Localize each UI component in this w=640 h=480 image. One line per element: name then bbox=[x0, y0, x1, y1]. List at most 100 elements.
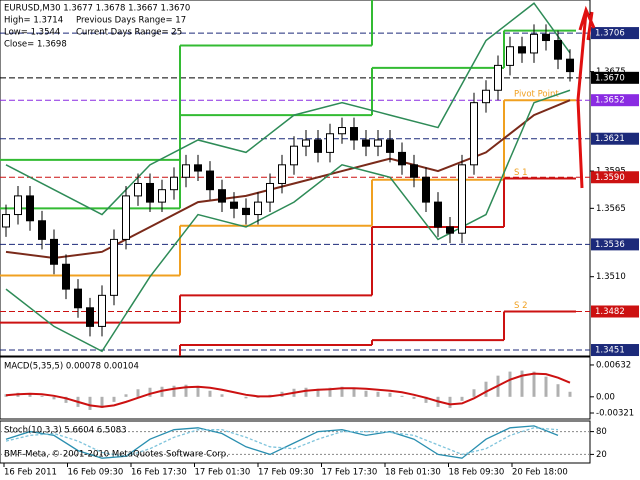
level-box bbox=[591, 132, 639, 145]
macd-bar bbox=[388, 392, 392, 397]
info-high: High= 1.3714 bbox=[4, 16, 63, 26]
indicator-line bbox=[5, 89, 571, 353]
macd-bar bbox=[364, 390, 368, 397]
macd-bar bbox=[484, 381, 488, 397]
macd-bar bbox=[196, 386, 200, 397]
x-tick-label: 16 Feb 09:30 bbox=[68, 468, 124, 478]
candle-body bbox=[350, 127, 358, 141]
stoch-title: Stoch(10,3,3) 5.6604 6.5083 bbox=[4, 426, 127, 436]
level-box bbox=[591, 27, 639, 40]
macd-plot bbox=[4, 370, 572, 410]
candle-body bbox=[134, 182, 142, 197]
macd-bar bbox=[88, 396, 92, 410]
level-label: 1.3536 bbox=[595, 240, 625, 250]
candle-body bbox=[194, 164, 202, 172]
macd-title: MACD(5,35,5) 0.00078 0.00104 bbox=[4, 362, 139, 372]
info-low: Low= 1.3544 bbox=[4, 28, 60, 38]
candle-body bbox=[158, 189, 166, 203]
candle-body bbox=[470, 102, 478, 166]
macd-bar bbox=[52, 396, 56, 400]
x-tick-label: 16 Feb 2011 bbox=[4, 468, 57, 478]
candle-body bbox=[62, 263, 70, 290]
candle-body bbox=[314, 139, 322, 153]
macd-bar bbox=[124, 394, 128, 397]
macd-bar bbox=[256, 396, 260, 398]
candle-body bbox=[302, 139, 310, 147]
macd-bar bbox=[520, 370, 524, 397]
macd-bar bbox=[448, 396, 452, 408]
level-label: 1.3590 bbox=[595, 173, 625, 183]
candle-body bbox=[482, 89, 490, 104]
pivot-label: S 2 bbox=[514, 301, 528, 311]
x-tick-label: 17 Feb 17:30 bbox=[322, 468, 378, 478]
x-tick-label: 16 Feb 17:30 bbox=[131, 468, 187, 478]
macd-bar bbox=[400, 395, 404, 397]
footer: BMF-Meta, © 2001-2010 MetaQuotes Softwar… bbox=[4, 450, 229, 460]
level-label: 1.3706 bbox=[595, 29, 625, 39]
macd-bar bbox=[4, 394, 8, 397]
macd-bar bbox=[568, 391, 572, 397]
candle-body bbox=[266, 182, 274, 203]
price-plot: Pivot Point S 1 S 2 bbox=[0, 0, 590, 356]
candle-body bbox=[554, 40, 562, 60]
candle-body bbox=[542, 33, 550, 42]
candle-body bbox=[14, 195, 22, 216]
x-tick-label: 18 Feb 01:30 bbox=[385, 468, 441, 478]
candle-body bbox=[530, 33, 538, 54]
level-label: 1.3670 bbox=[595, 73, 625, 83]
candle-body bbox=[434, 201, 442, 228]
macd-bar bbox=[220, 394, 224, 397]
y-tick-label: 0.00 bbox=[596, 392, 615, 402]
macd-bar bbox=[136, 389, 140, 397]
level-box bbox=[591, 238, 639, 251]
macd-bar bbox=[316, 388, 320, 397]
candle-body bbox=[182, 164, 190, 178]
level-label: 1.3652 bbox=[595, 96, 625, 106]
candle-body bbox=[230, 201, 238, 209]
level-box bbox=[591, 344, 639, 357]
candle-body bbox=[86, 307, 94, 327]
level-box bbox=[591, 171, 639, 184]
level-label: 1.3621 bbox=[595, 134, 625, 144]
candle-body bbox=[26, 195, 34, 222]
macd-bar bbox=[412, 396, 416, 399]
macd-bar bbox=[100, 396, 104, 408]
macd-bar bbox=[28, 393, 32, 397]
candle-body bbox=[254, 201, 262, 216]
candle-body bbox=[98, 294, 106, 327]
candle-body bbox=[446, 226, 454, 234]
stoch-line bbox=[5, 425, 559, 459]
y-tick-label: 1.3510 bbox=[596, 272, 626, 282]
macd-bar bbox=[172, 385, 176, 397]
annotation-arrow bbox=[576, 5, 596, 189]
info-cur-range: Current Days Range= 25 bbox=[76, 28, 182, 38]
macd-bar bbox=[112, 396, 116, 402]
candle-body bbox=[566, 58, 574, 73]
level-box bbox=[591, 94, 639, 107]
candle-body bbox=[398, 151, 406, 166]
candle-body bbox=[74, 288, 82, 309]
pivot-label: Pivot Point bbox=[514, 90, 559, 100]
candle-body bbox=[242, 207, 250, 216]
candle-body bbox=[50, 238, 58, 265]
level-box bbox=[591, 71, 639, 84]
candle-body bbox=[362, 139, 370, 147]
level-label: 1.3482 bbox=[595, 307, 625, 317]
macd-bar bbox=[376, 391, 380, 397]
macd-bar bbox=[556, 384, 560, 397]
candle-body bbox=[278, 164, 286, 184]
macd-bar bbox=[304, 387, 308, 397]
candle-body bbox=[2, 214, 10, 228]
macd-bar bbox=[460, 396, 464, 401]
candle-body bbox=[458, 164, 466, 234]
x-tick-label: 17 Feb 01:30 bbox=[195, 468, 251, 478]
macd-bar bbox=[340, 386, 344, 397]
pivot-label: S 1 bbox=[514, 168, 528, 178]
macd-bar bbox=[352, 388, 356, 397]
candle-body bbox=[218, 189, 226, 203]
y-tick-label: 20 bbox=[596, 450, 607, 460]
macd-bar bbox=[532, 371, 536, 397]
macd-bar bbox=[544, 376, 548, 397]
macd-signal bbox=[5, 372, 571, 408]
x-tick-label: 17 Feb 09:30 bbox=[258, 468, 314, 478]
